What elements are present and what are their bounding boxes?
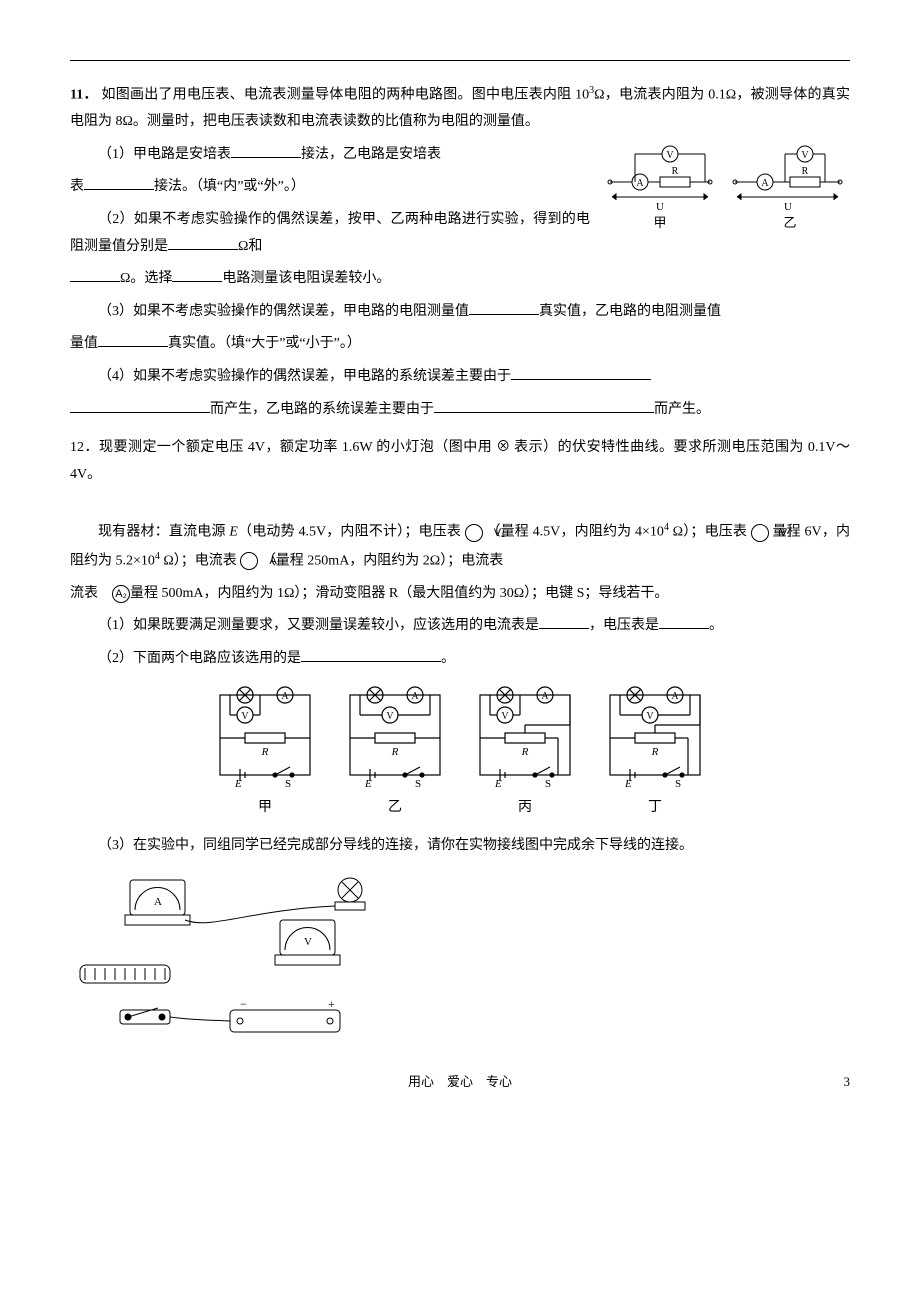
a1-icon: A₁ [240,552,258,570]
q11-part3b: 量值真实值。（填“大于”或“小于”。） [70,331,850,358]
q12-part3: （3）在实验中，同组同学已经完成部分导线的连接，请你在实物接线图中完成余下导线的… [70,833,850,860]
svg-text:E: E [494,778,502,790]
svg-text:−: − [240,997,247,1011]
v2-icon: V₂ [751,524,769,542]
circuit-jia: A V R E S 甲 [210,685,320,822]
svg-text:V: V [801,150,809,161]
blank [659,614,709,629]
blank [539,614,589,629]
blank [84,175,154,190]
q12-part1: （1）如果既要满足测量要求，又要测量误差较小，应该选用的电流表是，电压表是。 [70,613,850,640]
svg-text:E: E [234,778,242,790]
svg-text:甲: 甲 [653,215,666,230]
svg-text:V: V [666,150,674,161]
svg-text:S: S [285,778,291,790]
svg-text:V: V [646,711,654,722]
blank [231,143,301,158]
q12-instruments-2: 流表 A₂量程 500mA，内阻约为 1Ω）；滑动变阻器 R（最大阻值约为 30… [70,581,850,608]
v1-icon: V₁ [465,524,483,542]
top-rule [70,60,850,61]
svg-text:E: E [364,778,372,790]
q11-circuit-diagram: V A R U [600,142,850,232]
q11-part4: （4）如果不考虑实验操作的偶然误差，甲电路的系统误差主要由于 [70,364,850,391]
svg-text:A: A [541,691,549,702]
blank [70,398,210,413]
svg-text:V: V [386,711,394,722]
svg-text:A: A [281,691,289,702]
svg-text:A: A [154,896,162,908]
svg-text:U: U [656,201,664,213]
blank [301,647,441,662]
page-footer: 用心 爱心 专心 3 [70,1070,850,1095]
q11-number: 11． [70,88,98,103]
svg-text:V: V [241,711,249,722]
circuit-bing: A V R E S 丙 [470,685,580,822]
svg-text:A: A [411,691,419,702]
svg-text:U: U [784,201,792,213]
svg-text:V: V [501,711,509,722]
q12-number: 12． [70,440,99,455]
svg-text:A: A [671,691,679,702]
svg-text:E: E [624,778,632,790]
blank [98,332,168,347]
q11-part3: （3）如果不考虑实验操作的偶然误差，甲电路的电阻测量值真实值，乙电路的电阻测量值 [70,299,850,326]
circuit-yi: A V R E S 乙 [340,685,450,822]
q12-part2: （2）下面两个电路应该选用的是。 [70,646,850,673]
svg-text:S: S [545,778,551,790]
blank [172,267,222,282]
svg-text:+: + [328,997,335,1011]
svg-text:R: R [651,746,659,758]
blank [511,365,651,380]
page-number: 3 [844,1070,851,1095]
svg-text:S: S [675,778,681,790]
blank [469,300,539,315]
circuit-ding: A V R E S 丁 [600,685,710,822]
q11-intro: 11． 如图画出了用电压表、电流表测量导体电阻的两种电路图。图中电压表内阻 10… [70,81,850,136]
q12-intro: 12．现要测定一个额定电压 4V，额定功率 1.6W 的小灯泡（图中用 ⊗ 表示… [70,435,850,488]
svg-text:R: R [521,746,529,758]
svg-text:V: V [304,936,312,948]
svg-text:A: A [636,178,644,189]
a2-icon: A₂ [112,585,130,603]
svg-text:乙: 乙 [783,215,796,230]
blank [70,267,120,282]
blank [434,398,654,413]
q11-part2b: Ω。选择电路测量该电阻误差较小。 [70,266,850,293]
q11-part4b: 而产生，乙电路的系统误差主要由于而产生。 [70,397,850,424]
q11-svg: V A R U [600,142,850,232]
svg-text:R: R [391,746,399,758]
q12-physical-diagram: A V [70,870,850,1040]
svg-text:R: R [261,746,269,758]
q12-instruments: 现有器材：直流电源 E（电动势 4.5V，内阻不计）；电压表 V₁ （量程 4.… [70,518,850,575]
svg-text:R: R [672,166,679,177]
blank [168,235,238,250]
svg-text:A: A [761,178,769,189]
svg-text:S: S [415,778,421,790]
svg-text:R: R [802,166,809,177]
q12-circuits: A V R E S 甲 [70,685,850,822]
